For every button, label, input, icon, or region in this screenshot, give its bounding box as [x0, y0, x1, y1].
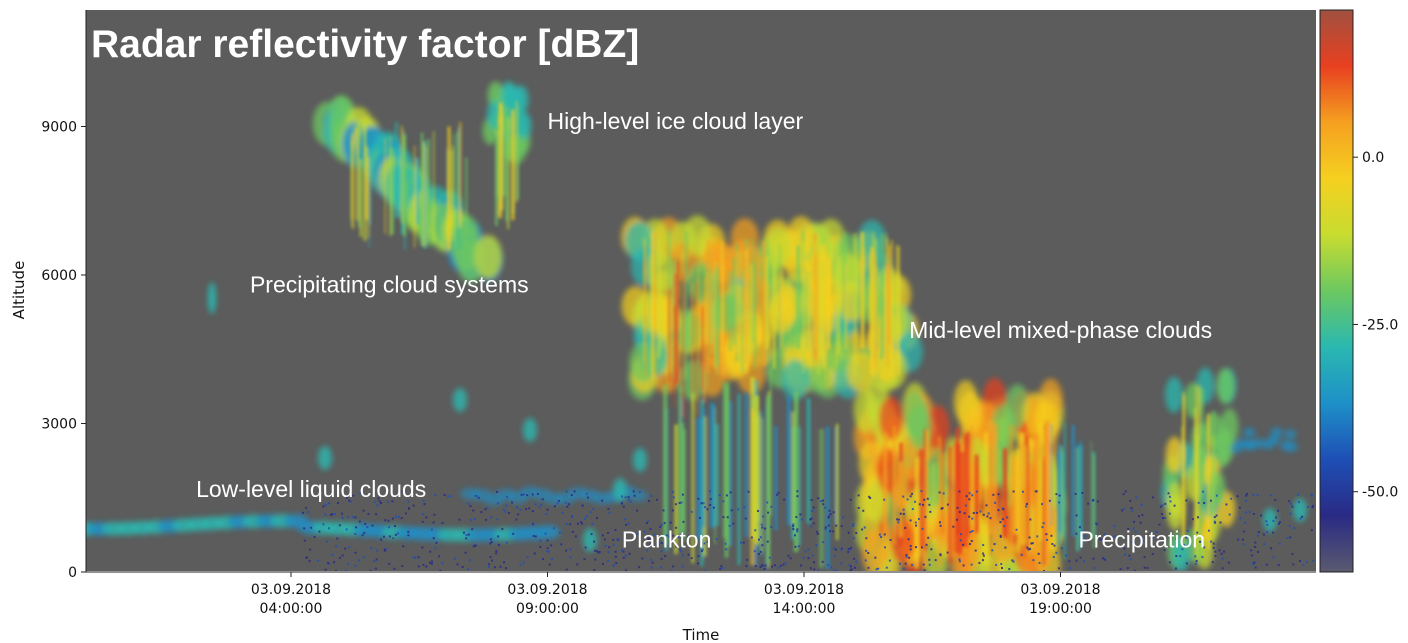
colorbar-ticks: 0.0 -25.0 -50.0: [1353, 150, 1398, 501]
annotation-label: Low-level liquid clouds: [196, 476, 426, 502]
y-tick-label: 6000: [41, 268, 77, 284]
x-tick-time: 09:00:00: [516, 601, 579, 617]
x-axis-label: Time: [682, 626, 720, 643]
x-tick-time: 19:00:00: [1029, 601, 1092, 617]
x-tick-date: 03.09.2018: [1020, 582, 1100, 598]
annotation-label: Precipitation: [1078, 527, 1205, 553]
x-ticks: 03.09.2018 04:00:00 03.09.2018 09:00:00 03.0…: [251, 572, 1101, 617]
x-tick-time: 04:00:00: [260, 601, 323, 617]
annotations: High-level ice cloud layer Precipitating …: [196, 108, 1212, 553]
colorbar: [1319, 9, 1354, 573]
chart-title: Radar reflectivity factor [dBZ]: [91, 23, 639, 66]
x-tick-date: 03.09.2018: [507, 582, 587, 598]
y-tick-label: 3000: [41, 417, 77, 433]
x-tick-date: 03.09.2018: [251, 582, 331, 598]
annotation-label: Plankton: [622, 527, 712, 553]
colorbar-tick-label: 0.0: [1362, 150, 1384, 166]
colorbar-tick-label: -50.0: [1362, 485, 1398, 501]
annotation-label: Mid-level mixed-phase clouds: [909, 317, 1212, 343]
y-ticks: 0 3000 6000 9000: [41, 120, 86, 581]
y-tick-label: 0: [68, 565, 77, 581]
y-axis-label: Altitude: [10, 261, 28, 320]
x-tick-date: 03.09.2018: [764, 582, 844, 598]
annotation-label: Precipitating cloud systems: [250, 271, 529, 297]
y-tick-label: 9000: [41, 120, 77, 136]
annotation-label: High-level ice cloud layer: [548, 108, 804, 134]
x-tick-time: 14:00:00: [773, 601, 836, 617]
colorbar-tick-label: -25.0: [1362, 317, 1398, 333]
reflectivity-field: [86, 81, 1315, 571]
